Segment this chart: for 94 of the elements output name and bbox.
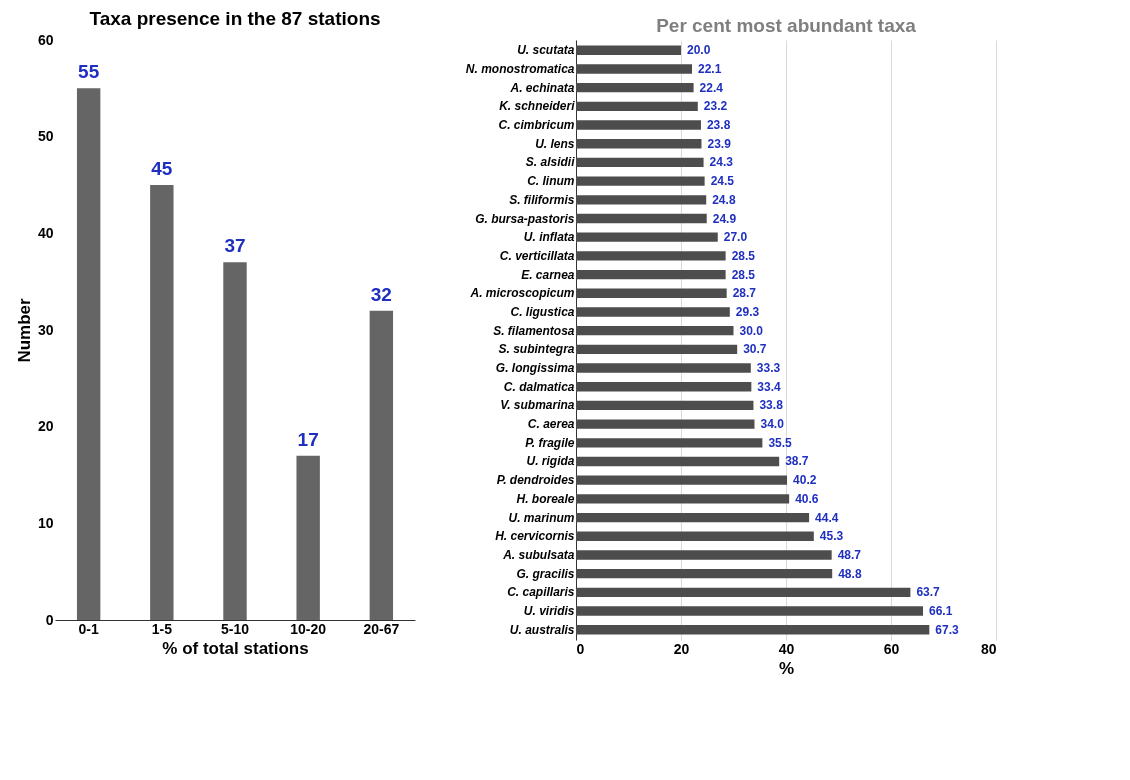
- y-tick-label: C. dalmatica: [503, 379, 575, 394]
- y-tick-label: G. gracilis: [516, 566, 575, 581]
- data-label: 28.5: [731, 248, 756, 263]
- chart-title: Taxa presence in the 87 stations: [89, 8, 381, 29]
- y-tick-label: H. cervicornis: [495, 529, 575, 544]
- y-tick-label: V. submarina: [500, 398, 575, 413]
- x-tick-label: 80: [980, 640, 997, 657]
- data-label: 48.7: [837, 547, 862, 562]
- bar: [150, 185, 174, 620]
- y-tick-label: 60: [37, 31, 54, 48]
- y-tick-label: U. inflata: [523, 230, 575, 245]
- data-label: 33.3: [756, 361, 781, 376]
- x-axis-title: % of total stations: [162, 638, 309, 658]
- data-label: 48.8: [838, 566, 862, 581]
- data-label: 28.5: [731, 267, 756, 282]
- data-label: 29.3: [735, 304, 760, 319]
- y-tick-label: C. ligustica: [510, 304, 575, 319]
- y-tick-label: K. schneideri: [499, 99, 576, 114]
- y-tick-label: P. fragile: [525, 435, 575, 450]
- y-tick-label: N. monostromatica: [465, 61, 575, 76]
- data-label: 32: [370, 283, 392, 305]
- y-tick-label: 10: [37, 514, 54, 531]
- data-label: 24.5: [710, 174, 735, 189]
- data-label: 24.8: [712, 192, 736, 207]
- y-tick-label: S. filiformis: [509, 192, 575, 207]
- data-label: 30.7: [743, 342, 767, 357]
- x-tick-label: 10-20: [290, 620, 327, 637]
- bar: [76, 88, 101, 620]
- data-label: 45: [151, 158, 173, 179]
- data-label: 35.5: [768, 435, 793, 450]
- y-tick-label: U. lens: [535, 136, 575, 151]
- y-tick-label: S. filamentosa: [493, 323, 575, 338]
- data-label: 33.8: [759, 398, 784, 413]
- data-label: 40.6: [795, 491, 819, 506]
- data-label: 40.2: [793, 473, 817, 488]
- y-tick-label: G. longissima: [495, 361, 575, 376]
- data-label: 45.3: [819, 529, 844, 544]
- y-tick-label: U. viridis: [523, 604, 575, 619]
- y-tick-label: 30: [37, 321, 54, 338]
- data-label: 22.1: [698, 61, 722, 76]
- y-tick-label: C. aerea: [527, 417, 575, 432]
- y-tick-label: C. capillaris: [507, 585, 575, 600]
- y-tick-label: C. linum: [527, 174, 575, 189]
- data-label: 37: [224, 235, 246, 257]
- y-tick-label: H. boreale: [516, 491, 575, 506]
- data-label: 34.0: [760, 417, 785, 432]
- y-tick-label: C. cimbricum: [498, 118, 575, 133]
- data-label: 24.9: [712, 211, 737, 226]
- data-label: 17: [297, 428, 319, 450]
- data-label: 20.0: [687, 43, 711, 58]
- bar: [296, 455, 320, 620]
- x-tick-label: 1-5: [151, 620, 173, 637]
- y-tick-label: A. subulsata: [502, 547, 575, 562]
- x-tick-label: 60: [883, 640, 900, 657]
- chart-title: Per cent most abundant taxa: [656, 15, 917, 36]
- y-tick-label: U. rigida: [526, 454, 575, 469]
- y-tick-label: 40: [37, 224, 54, 241]
- y-tick-label: S. alsidii: [525, 155, 576, 170]
- x-tick-label: 40: [778, 640, 795, 657]
- y-axis-title: Number: [14, 298, 34, 363]
- data-label: 63.7: [916, 585, 941, 600]
- y-tick-label: 20: [37, 418, 54, 435]
- data-label: 23.9: [707, 136, 732, 151]
- data-label: 38.7: [785, 454, 809, 469]
- data-label: 27.0: [723, 230, 748, 245]
- data-label: 22.4: [699, 80, 724, 95]
- y-tick-label: C. verticillata: [499, 248, 575, 263]
- data-label: 33.4: [757, 379, 782, 394]
- y-tick-label: A. echinata: [509, 80, 575, 95]
- data-label: 30.0: [739, 323, 764, 338]
- data-label: 67.3: [935, 622, 960, 637]
- y-tick-label: P. dendroides: [496, 473, 575, 488]
- bar: [223, 262, 247, 620]
- data-label: 44.4: [815, 510, 839, 525]
- x-tick-label: 5-10: [220, 620, 250, 637]
- y-tick-label: E. carnea: [521, 267, 575, 282]
- data-label: 24.3: [709, 155, 734, 170]
- data-label: 23.8: [706, 118, 731, 133]
- y-tick-label: A. microscopicum: [469, 286, 575, 301]
- y-tick-label: U. scutata: [517, 43, 575, 58]
- y-tick-label: U. australis: [509, 622, 575, 637]
- x-axis-title: %: [778, 658, 795, 678]
- y-tick-label: S. subintegra: [498, 342, 575, 357]
- y-tick-label: G. bursa-pastoris: [475, 211, 575, 226]
- bar: [369, 310, 394, 620]
- x-tick-label: 20: [673, 640, 690, 657]
- data-label: 66.1: [929, 604, 953, 619]
- y-tick-label: U. marinum: [508, 510, 575, 525]
- data-label: 55: [78, 61, 100, 83]
- x-tick-label: 0-1: [78, 620, 99, 637]
- data-label: 28.7: [732, 286, 757, 301]
- y-tick-label: 50: [37, 128, 54, 145]
- data-label: 23.2: [703, 99, 728, 114]
- x-tick-label: 20-67: [363, 620, 400, 637]
